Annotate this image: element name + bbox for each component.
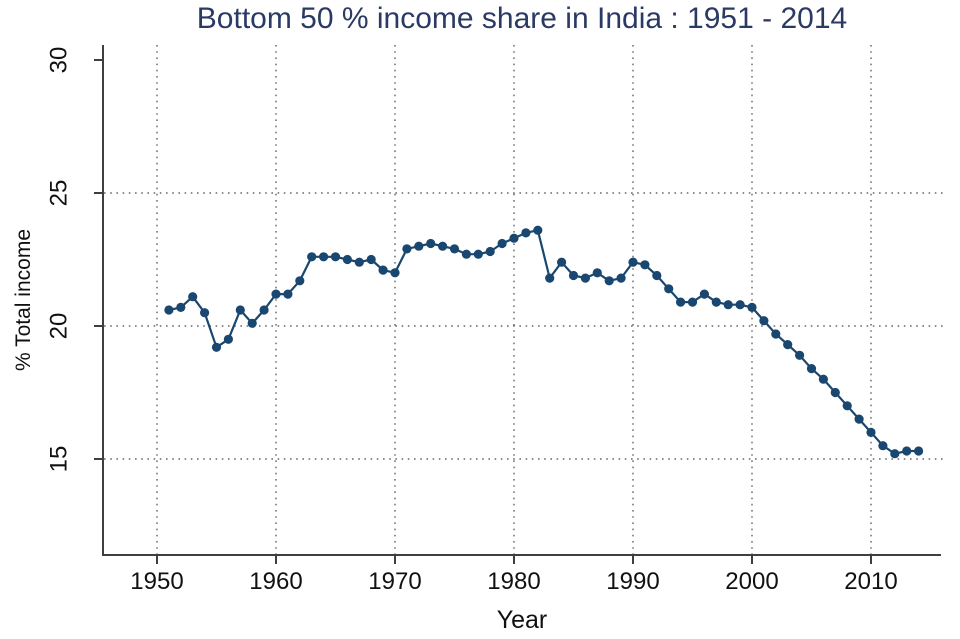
- data-point: [366, 254, 376, 265]
- data-point: [545, 273, 555, 283]
- x-tick-label: 2000: [725, 568, 778, 595]
- data-point: [890, 449, 900, 459]
- data-point: [640, 260, 650, 270]
- data-point: [783, 340, 793, 350]
- data-point: [164, 305, 174, 315]
- data-point: [438, 241, 448, 251]
- data-point: [497, 238, 507, 249]
- data-point: [747, 302, 757, 312]
- x-tick-label: 1970: [368, 568, 421, 595]
- data-point: [830, 387, 840, 398]
- data-point: [818, 374, 829, 384]
- data-point: [307, 252, 317, 262]
- x-tick-label: 1980: [487, 568, 540, 595]
- data-point: [902, 446, 912, 456]
- data-point: [509, 233, 519, 243]
- y-tick-label: 15: [45, 446, 72, 473]
- data-point: [259, 305, 269, 315]
- data-point: [604, 276, 614, 286]
- data-point: [568, 270, 579, 281]
- data-point: [414, 241, 424, 251]
- data-point: [330, 252, 341, 262]
- data-point: [628, 257, 638, 267]
- x-tick-label: 1990: [606, 568, 659, 595]
- data-point: [652, 270, 662, 281]
- data-point: [687, 297, 698, 307]
- series-line: [168, 229, 919, 455]
- data-point: [878, 441, 888, 451]
- data-point: [842, 401, 852, 411]
- data-point: [473, 249, 483, 259]
- data-point: [533, 225, 543, 235]
- data-point: [771, 329, 781, 339]
- data-point: [283, 289, 293, 299]
- x-tick-label: 1960: [249, 568, 302, 595]
- data-point: [616, 273, 626, 283]
- data-point: [866, 427, 876, 437]
- data-point: [735, 300, 745, 310]
- data-point: [699, 289, 710, 299]
- data-point: [592, 268, 602, 278]
- data-point: [676, 297, 686, 307]
- y-tick-label: 30: [45, 47, 72, 74]
- data-point: [485, 246, 495, 257]
- data-point: [557, 257, 567, 267]
- y-tick-label: 20: [45, 313, 72, 340]
- x-tick-label: 2010: [844, 568, 897, 595]
- data-point: [223, 334, 233, 344]
- data-point: [211, 342, 222, 352]
- data-point: [806, 364, 817, 374]
- data-point: [402, 244, 412, 254]
- data-point: [711, 297, 721, 307]
- data-point: [271, 289, 281, 299]
- data-point: [580, 273, 591, 283]
- data-point: [200, 308, 210, 318]
- data-point: [854, 414, 864, 424]
- x-tick-label: 1950: [130, 568, 183, 595]
- data-point: [426, 238, 436, 249]
- data-point: [319, 252, 329, 262]
- data-point: [235, 305, 245, 315]
- data-point: [247, 318, 257, 328]
- chart-title: Bottom 50 % income share in India : 1951…: [196, 2, 848, 35]
- data-point: [723, 300, 733, 310]
- data-point: [449, 244, 460, 254]
- data-point: [521, 228, 531, 238]
- data-point: [188, 292, 198, 302]
- data-point: [378, 265, 388, 275]
- data-point: [795, 350, 805, 360]
- data-point: [390, 268, 400, 278]
- x-axis-title: Year: [496, 606, 548, 634]
- y-tick-label: 25: [45, 180, 72, 207]
- data-point: [914, 446, 924, 456]
- data-point: [176, 302, 186, 312]
- data-point: [664, 284, 674, 294]
- data-point: [759, 316, 769, 326]
- data-point: [342, 254, 352, 265]
- data-point: [295, 276, 305, 286]
- data-point: [461, 249, 471, 259]
- data-point: [354, 257, 364, 267]
